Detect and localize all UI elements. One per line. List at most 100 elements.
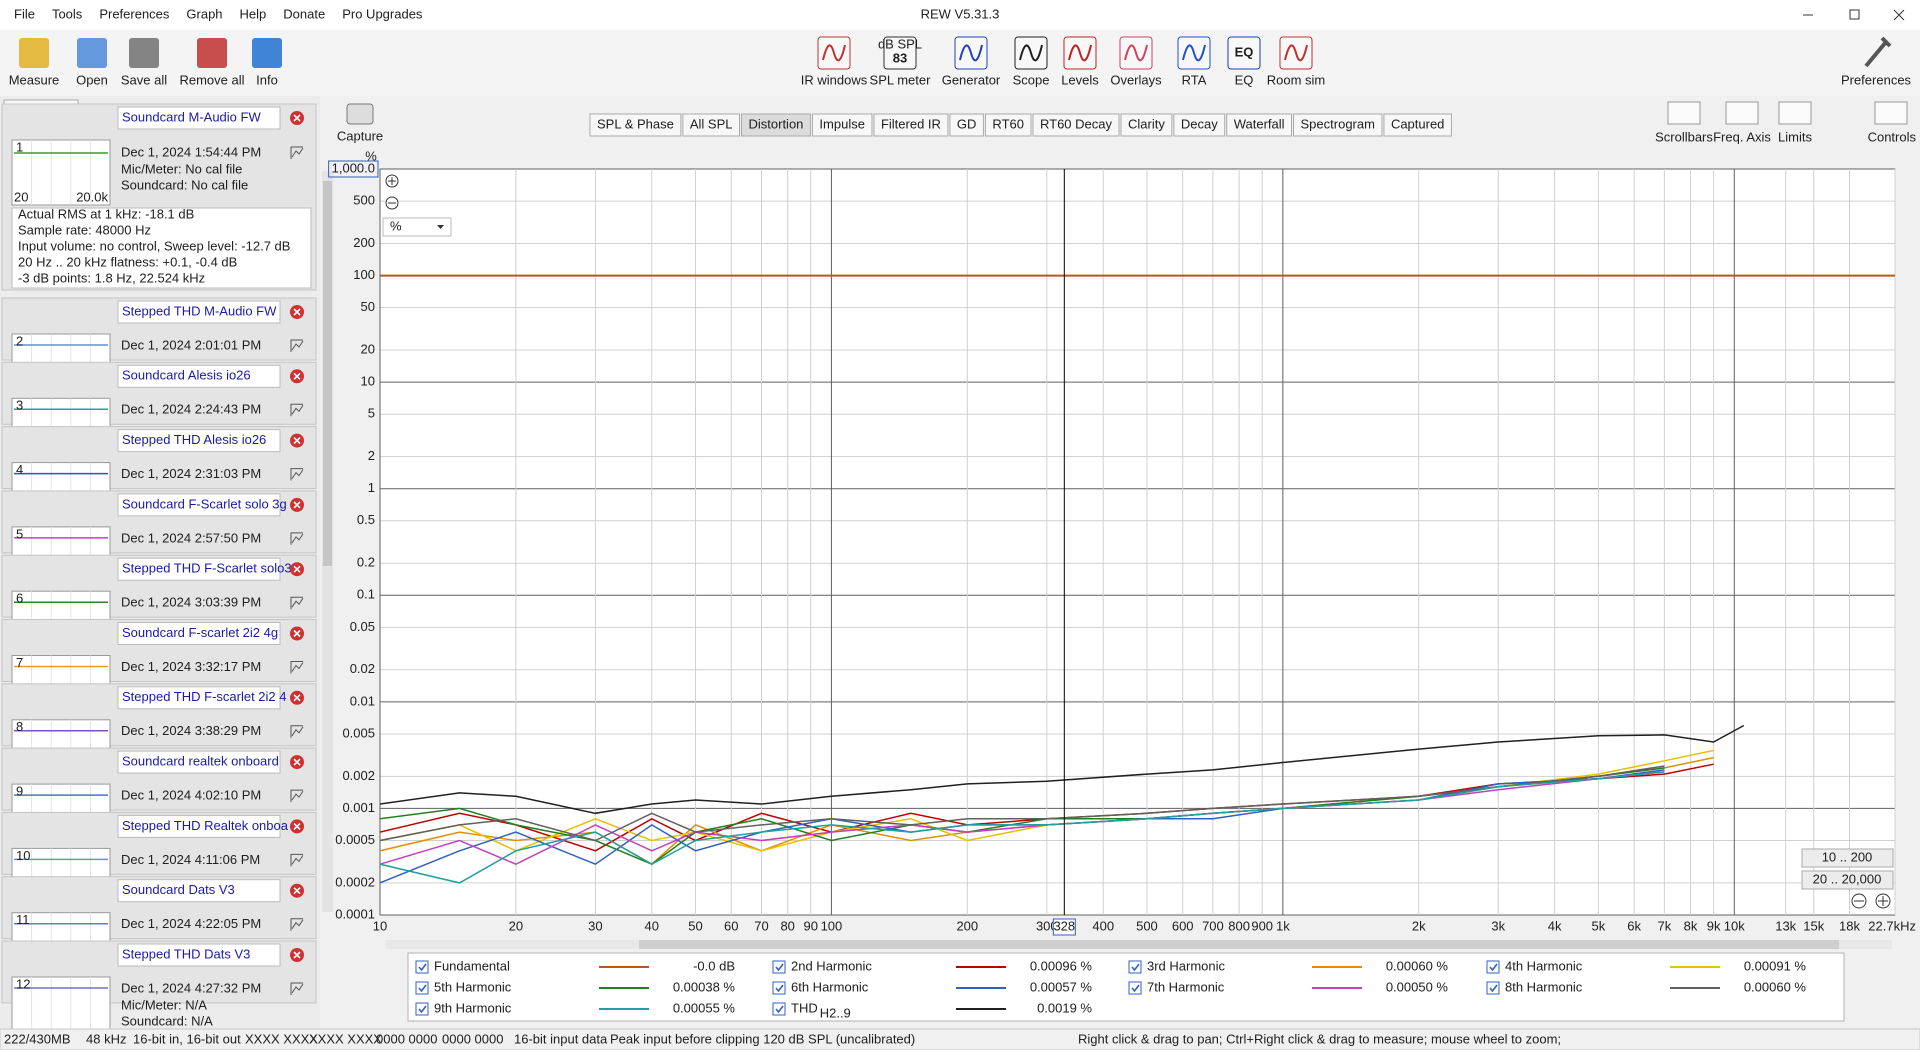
- tab[interactable]: Captured: [1383, 113, 1452, 137]
- name-box[interactable]: [117, 943, 281, 967]
- capture-icon[interactable]: [346, 103, 374, 125]
- remove-x: [293, 114, 301, 122]
- tab[interactable]: Impulse: [811, 113, 873, 137]
- menu-item[interactable]: Help: [240, 6, 267, 21]
- menu-item[interactable]: Preferences: [99, 6, 170, 21]
- legend-checkbox[interactable]: [772, 981, 786, 995]
- tab[interactable]: Decay: [1173, 113, 1226, 137]
- graph-tool-label: Limits: [1778, 129, 1812, 144]
- y-tick-label: 0.005: [342, 725, 375, 740]
- legend-checkbox[interactable]: [415, 981, 429, 995]
- legend-readout: 0.00057 %: [1030, 979, 1093, 994]
- legend-checkbox[interactable]: [415, 960, 429, 974]
- tab[interactable]: Waterfall: [1226, 113, 1293, 137]
- x-tick-label: 9k: [1707, 918, 1721, 933]
- restore-button[interactable]: [1849, 9, 1860, 20]
- name-box[interactable]: [117, 300, 281, 324]
- name-box[interactable]: [117, 429, 281, 453]
- chart-icon[interactable]: [290, 661, 304, 674]
- name-box[interactable]: [117, 493, 281, 517]
- name-box[interactable]: [117, 622, 281, 645]
- chart-icon[interactable]: [290, 468, 304, 481]
- measurement-name: Stepped THD F-scarlet 2i2 4: [122, 689, 287, 704]
- measurement-number: 5: [16, 526, 23, 541]
- zoom-range-button[interactable]: [1801, 848, 1894, 868]
- x-tick-label: 13k: [1775, 918, 1796, 933]
- chart-icon[interactable]: [290, 853, 304, 867]
- graph-tool-icon[interactable]: [1874, 101, 1908, 125]
- menu-item[interactable]: Tools: [52, 6, 83, 21]
- tab[interactable]: SPL & Phase: [589, 113, 682, 137]
- graph-tool-icon[interactable]: [1778, 101, 1812, 125]
- name-box[interactable]: [117, 814, 281, 838]
- graph-tool-icon[interactable]: [1725, 101, 1759, 125]
- menu-item[interactable]: Pro Upgrades: [342, 6, 423, 21]
- legend-name: 4th Harmonic: [1505, 958, 1583, 973]
- chart-icon[interactable]: [290, 532, 304, 545]
- toolbar-icon[interactable]: [252, 38, 282, 68]
- zoom-glyph: [1878, 896, 1888, 906]
- preferences-icon[interactable]: [1864, 36, 1892, 68]
- toolbar-label: RTA: [1182, 72, 1207, 87]
- tab-bg: [1173, 113, 1226, 137]
- legend-checkbox[interactable]: [772, 960, 786, 974]
- measurement-date: Dec 1, 2024 3:38:29 PM: [121, 723, 261, 738]
- menu-item[interactable]: Graph: [186, 6, 222, 21]
- name-box[interactable]: [117, 557, 281, 581]
- y-tick-label: 0.5: [357, 512, 375, 527]
- legend-checkbox[interactable]: [1128, 960, 1142, 974]
- tab[interactable]: Distortion: [741, 113, 811, 137]
- plot-area[interactable]: [379, 168, 1896, 916]
- chart-icon[interactable]: [290, 339, 304, 352]
- toolbar-icon[interactable]: [197, 38, 227, 68]
- measurement-number: 7: [16, 655, 23, 670]
- chart-icon[interactable]: [290, 789, 304, 803]
- name-box[interactable]: [117, 750, 281, 774]
- name-box[interactable]: [117, 686, 281, 710]
- tab[interactable]: Spectrogram: [1293, 113, 1383, 137]
- legend-check: [1131, 984, 1140, 993]
- chart-icon[interactable]: [290, 146, 304, 159]
- graph-tool-icon[interactable]: [1667, 101, 1701, 125]
- measurement-number: 11: [16, 912, 30, 927]
- menu-item[interactable]: File: [14, 6, 35, 21]
- legend-checkbox[interactable]: [772, 1002, 786, 1016]
- toolbar-icon[interactable]: [883, 36, 917, 70]
- legend-checkbox[interactable]: [1486, 960, 1500, 974]
- name-box[interactable]: [117, 879, 281, 903]
- graph-tool-label: Controls: [1868, 129, 1917, 144]
- menu-item[interactable]: Donate: [283, 6, 325, 21]
- x-scrollbar-thumb[interactable]: [639, 940, 1839, 949]
- toolbar-icon[interactable]: [77, 38, 107, 68]
- toolbar-icon[interactable]: [129, 38, 159, 68]
- tab[interactable]: RT60 Decay: [1032, 113, 1120, 137]
- legend-checkbox[interactable]: [1486, 981, 1500, 995]
- cursor-label: 328: [1053, 918, 1075, 933]
- chart-icon[interactable]: [290, 918, 304, 931]
- measurement-number: 3: [16, 398, 23, 413]
- icon-text: EQ: [1235, 44, 1254, 59]
- chart-icon[interactable]: [290, 725, 304, 738]
- chart-icon[interactable]: [290, 403, 304, 417]
- toolbar-icon[interactable]: [1227, 36, 1261, 70]
- tab[interactable]: All SPL: [682, 113, 740, 137]
- panel-scrollbar-thumb[interactable]: [323, 181, 332, 566]
- name-box[interactable]: [117, 106, 281, 130]
- close-button[interactable]: [1893, 9, 1905, 21]
- chart-icon[interactable]: [290, 982, 304, 995]
- unit-dropdown[interactable]: [382, 217, 452, 237]
- zoom-range-button[interactable]: [1801, 870, 1894, 890]
- legend-checkbox[interactable]: [415, 1002, 429, 1016]
- status-bar: [0, 1028, 1920, 1050]
- name-box[interactable]: [117, 364, 281, 388]
- window-controls[interactable]: [1803, 9, 1905, 21]
- chart-icon[interactable]: [290, 596, 304, 610]
- toolbar-label: Overlays: [1110, 72, 1162, 87]
- legend-checkbox[interactable]: [1128, 981, 1142, 995]
- x-tick-label: 10k: [1724, 918, 1745, 933]
- tab[interactable]: Filtered IR: [873, 113, 949, 137]
- tab[interactable]: RT60: [984, 113, 1032, 137]
- tab[interactable]: Clarity: [1120, 113, 1173, 137]
- toolbar-icon[interactable]: [19, 38, 49, 68]
- tab[interactable]: GD: [949, 113, 984, 137]
